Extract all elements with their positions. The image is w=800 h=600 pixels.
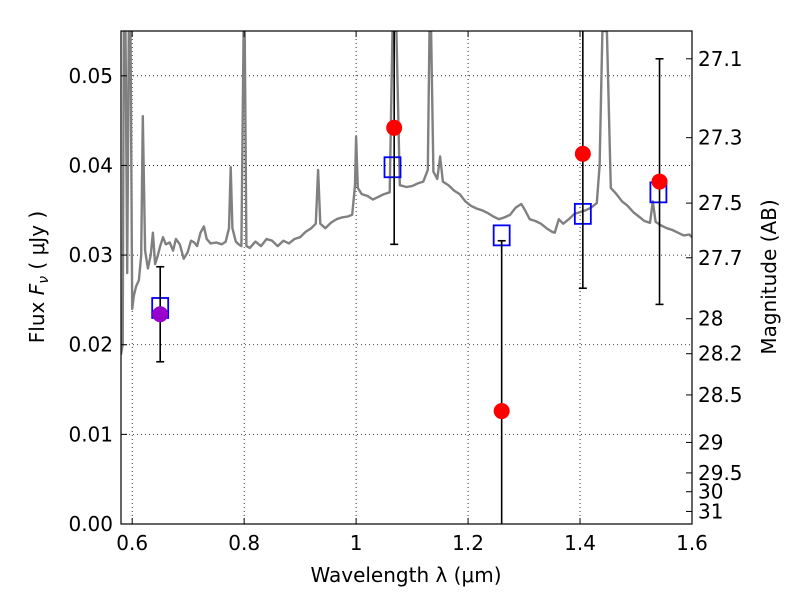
plot-background xyxy=(121,31,692,524)
y-axis-label: Flux Fν ( μJy ) xyxy=(25,211,52,343)
data-layer xyxy=(121,31,692,524)
x-tick-label: 1.4 xyxy=(564,531,596,555)
spectrum-line xyxy=(121,31,692,355)
y-tick-label: 0.01 xyxy=(68,422,113,446)
x-axis-label: Wavelength λ (μm) xyxy=(310,563,501,587)
ticks: 0.6 0.8 1 1.2 1.4 1.6 0.00 0.01 0.02 0.03 0.04 0.05… xyxy=(68,31,743,555)
right-tick-label: 29.5 xyxy=(698,461,743,485)
right-tick-label: 30 xyxy=(698,480,723,504)
y-axis-label-pre: Flux xyxy=(25,295,49,343)
right-tick-label: 28 xyxy=(698,307,723,331)
y-tick-label: 0.05 xyxy=(68,64,113,88)
plot-frame xyxy=(120,30,693,525)
right-axis-label: Magnitude (AB) xyxy=(757,199,781,354)
right-tick-label: 27.3 xyxy=(698,126,743,150)
x-tick-label: 1.6 xyxy=(676,531,708,555)
x-tick-label: 1 xyxy=(350,531,363,555)
observed-point xyxy=(574,145,591,162)
observed-point xyxy=(493,403,510,420)
right-tick-label: 31 xyxy=(698,499,723,523)
y-axis-label-symbol: F xyxy=(25,283,49,295)
model-photometry-square xyxy=(383,156,402,179)
y-axis-label-post: ( μJy ) xyxy=(25,211,49,276)
right-tick-label: 29 xyxy=(698,430,723,454)
y-axis-label-subscript: ν xyxy=(36,276,52,284)
right-tick-label: 27.1 xyxy=(698,47,743,71)
right-tick-label: 28.2 xyxy=(698,342,743,366)
x-tick-label: 1.2 xyxy=(452,531,484,555)
y-tick-label: 0.04 xyxy=(68,153,113,177)
observed-point xyxy=(386,119,403,136)
x-tick-label: 0.6 xyxy=(116,531,148,555)
x-tick-label: 0.8 xyxy=(228,531,260,555)
right-tick-label: 28.5 xyxy=(698,383,743,407)
y-tick-label: 0.00 xyxy=(68,512,113,536)
y-tick-label: 0.02 xyxy=(68,333,113,357)
observed-point xyxy=(152,306,169,323)
observed-point xyxy=(651,173,668,190)
right-tick-label: 27.7 xyxy=(698,246,743,270)
right-tick-label: 27.5 xyxy=(698,191,743,215)
y-tick-label: 0.03 xyxy=(68,243,113,267)
